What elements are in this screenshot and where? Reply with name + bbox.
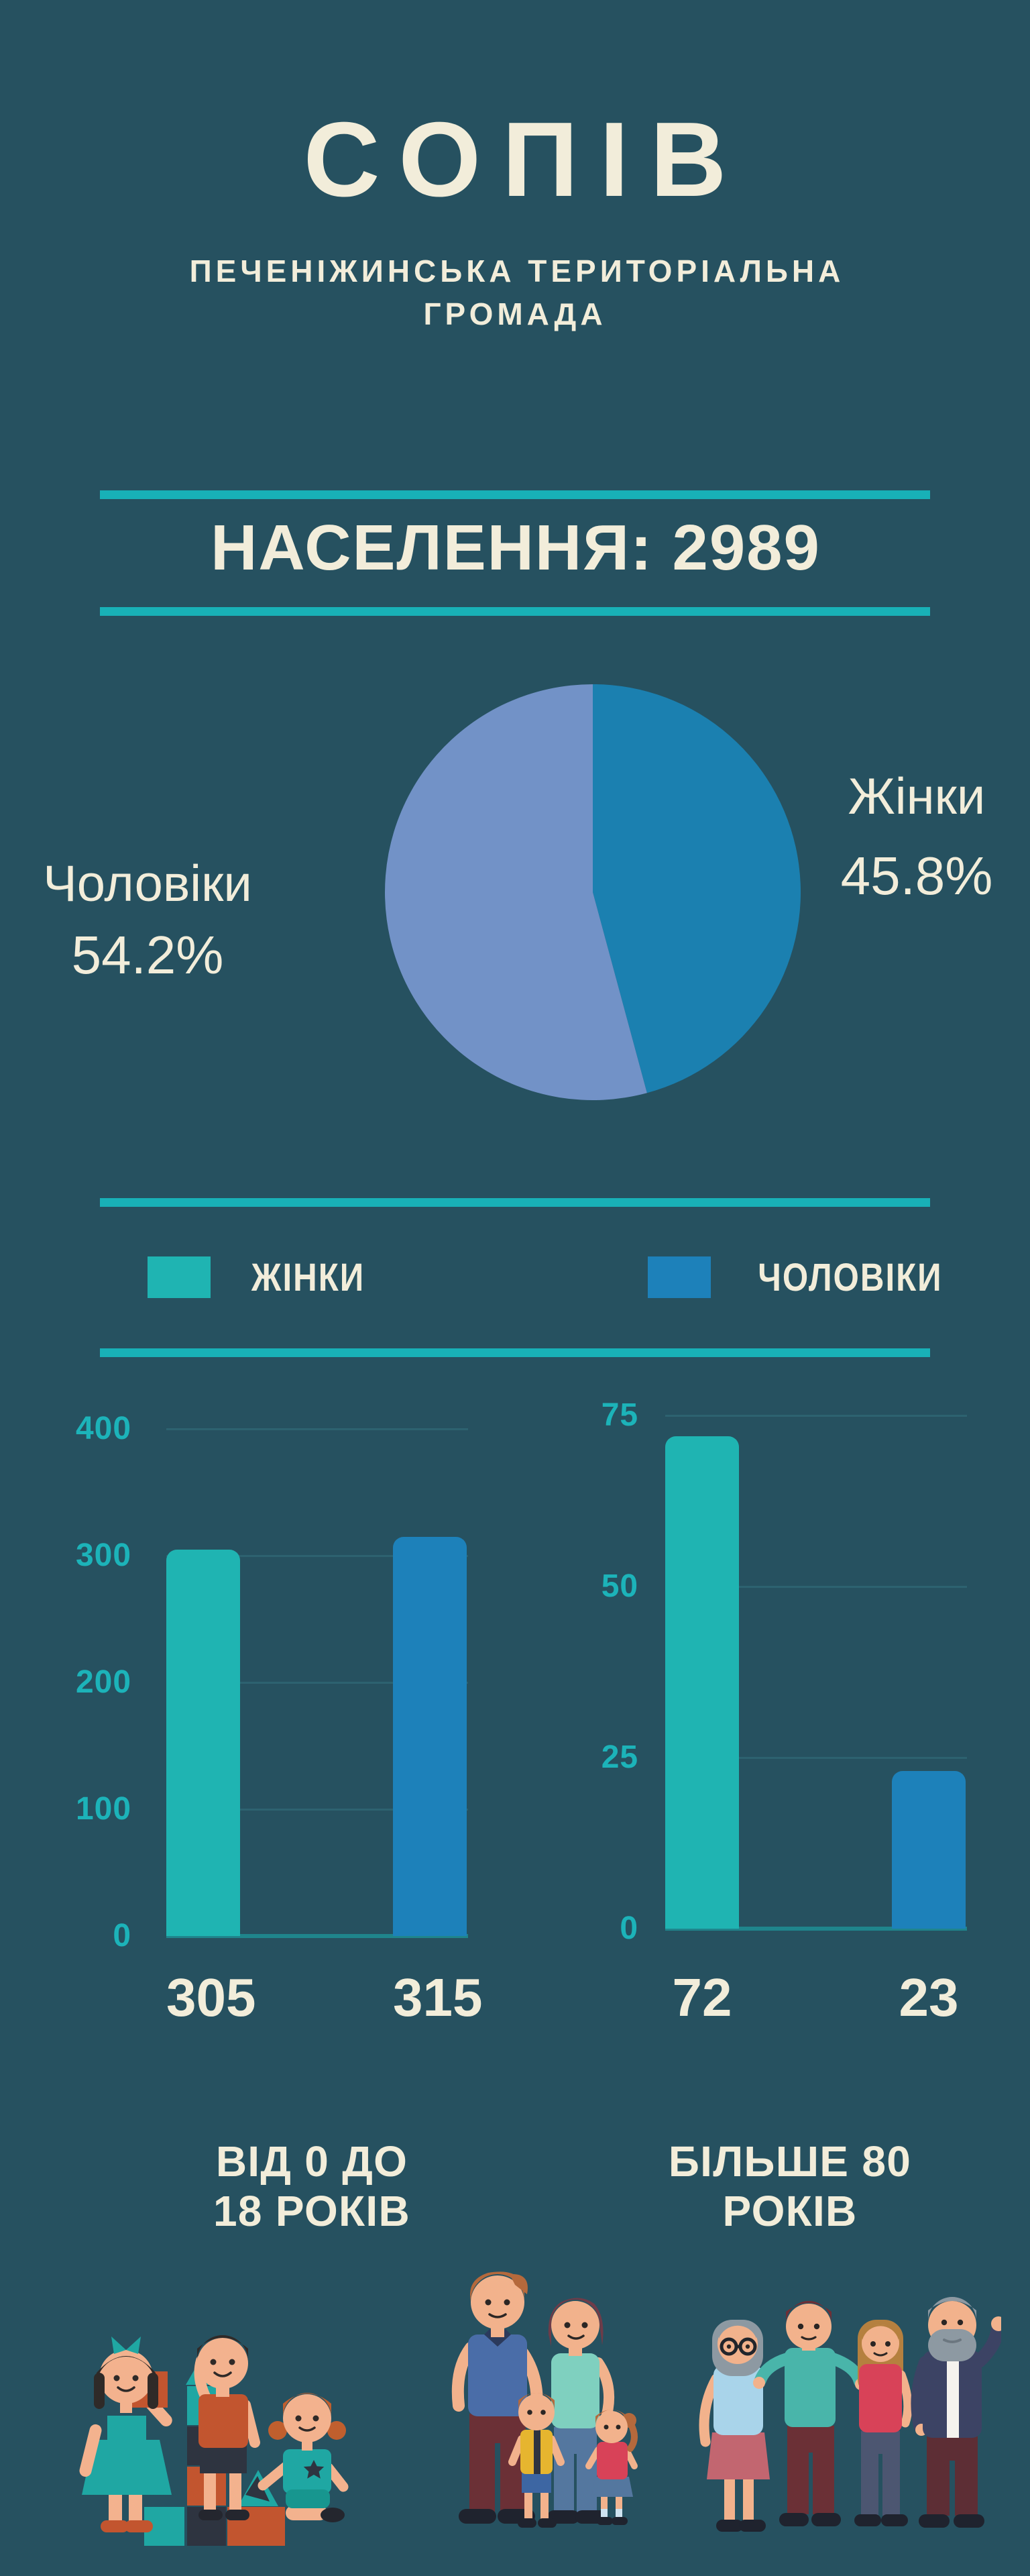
gridline	[665, 1415, 967, 1417]
divider-line	[100, 607, 930, 616]
boy-standing	[194, 2335, 260, 2520]
girl-kneeling	[245, 2393, 349, 2522]
gridline	[665, 1586, 967, 1589]
age-label-line: БІЛЬШЕ 80	[668, 2137, 912, 2186]
divider-line	[100, 1348, 930, 1357]
y-axis-tick-label: 100	[76, 1791, 131, 1827]
bar-ЧОЛОВІКИ	[892, 1771, 966, 1929]
grandmother-figure	[699, 2320, 770, 2532]
age-group-label-0-18: ВІД 0 ДО 18 РОКІВ	[164, 2137, 459, 2236]
subtitle-line-2: ГРОМАДА	[423, 297, 607, 332]
daughter-figure	[585, 2410, 638, 2525]
pie-label-men: Чоловіки 54.2%	[7, 859, 288, 982]
pie-label-women-value: 45.8%	[840, 846, 993, 906]
gridline	[166, 1555, 468, 1557]
value-labels-left-chart: 305 315	[166, 1968, 483, 2038]
bar-value-label: 23	[899, 1968, 959, 2027]
bar-ЖІНКИ	[166, 1549, 240, 1936]
legend-swatch-men	[648, 1256, 711, 1298]
divider-line	[100, 490, 930, 499]
page-title: СОПІВ	[303, 101, 748, 219]
gridline	[166, 1428, 468, 1430]
gridline	[665, 1757, 967, 1760]
age-label-line: ВІД 0 ДО	[215, 2137, 408, 2186]
pie-label-men-value: 54.2%	[71, 925, 224, 985]
y-axis-tick-label: 0	[620, 1911, 638, 1946]
baseline	[166, 1934, 468, 1938]
grandfather-figure	[911, 2297, 1001, 2528]
pie-label-women: Жінки 45.8%	[776, 771, 1030, 903]
baseline	[665, 1927, 967, 1931]
pie-label-men-name: Чоловіки	[43, 855, 252, 912]
elderly-group-illustration	[699, 2297, 1001, 2532]
y-axis-tick-label: 25	[601, 1739, 638, 1775]
pie-label-women-name: Жінки	[848, 768, 986, 825]
y-axis-left-chart: 0 100 200 300 400	[40, 1413, 131, 1952]
family-illustration	[451, 2271, 638, 2528]
bar-value-label: 72	[672, 1968, 732, 2027]
children-playing-blocks-illustration	[79, 2335, 349, 2546]
pie-slice-Чоловіки	[385, 684, 647, 1100]
legend-item-men: ЧОЛОВІКИ	[648, 1256, 959, 1299]
plot-area-left-chart	[166, 1428, 468, 1938]
value-labels-right-chart: 72 23	[665, 1971, 967, 2038]
y-axis-tick-label: 50	[601, 1568, 638, 1604]
age-label-line: РОКІВ	[722, 2186, 858, 2235]
y-axis-right-chart: 0 25 50 75	[547, 1399, 638, 1945]
girl-standing	[79, 2337, 172, 2532]
bar-ЖІНКИ	[665, 1436, 739, 1929]
gender-pie-chart	[385, 684, 801, 1100]
legend-label-women: ЖІНКИ	[251, 1255, 365, 1299]
gridline	[166, 1682, 468, 1684]
bar-value-label: 305	[166, 1968, 256, 2027]
bar-ЧОЛОВІКИ	[393, 1536, 467, 1936]
age-group-label-80-plus: БІЛЬШЕ 80 РОКІВ	[642, 2137, 937, 2236]
son-figure	[508, 2393, 565, 2528]
y-axis-tick-label: 75	[601, 1397, 638, 1433]
adult-woman-figure	[854, 2320, 913, 2526]
y-axis-tick-label: 400	[76, 1411, 131, 1446]
subtitle-line-1: ПЕЧЕНІЖИНСЬКА ТЕРИТОРІАЛЬНА	[189, 254, 845, 288]
plot-area-right-chart	[665, 1415, 967, 1931]
y-axis-tick-label: 300	[76, 1538, 131, 1573]
page-subtitle: ПЕЧЕНІЖИНСЬКА ТЕРИТОРІАЛЬНА ГРОМАДА	[0, 250, 1030, 336]
y-axis-tick-label: 0	[113, 1918, 131, 1953]
y-axis-tick-label: 200	[76, 1664, 131, 1700]
bar-value-label: 315	[393, 1968, 483, 2027]
legend-label-men: ЧОЛОВІКИ	[758, 1255, 943, 1299]
population-label: НАСЕЛЕННЯ: 2989	[211, 512, 821, 584]
adult-man-figure	[753, 2301, 867, 2526]
legend-swatch-women	[148, 1256, 211, 1298]
divider-line	[100, 1198, 930, 1207]
legend-item-women: ЖІНКИ	[148, 1256, 375, 1299]
age-label-line: 18 РОКІВ	[213, 2186, 410, 2235]
pie-slice-Жінки	[593, 684, 801, 1093]
gridline	[166, 1809, 468, 1811]
